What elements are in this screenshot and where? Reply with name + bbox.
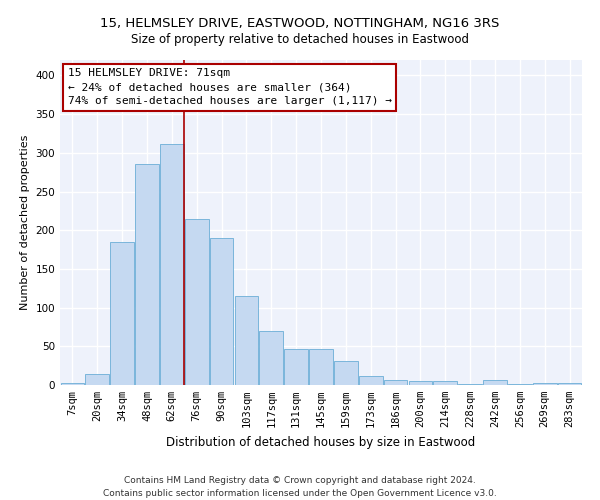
Bar bbox=[433, 381, 457, 385]
Bar bbox=[61, 384, 84, 385]
Text: Size of property relative to detached houses in Eastwood: Size of property relative to detached ho… bbox=[131, 32, 469, 46]
Bar bbox=[135, 164, 159, 385]
Bar bbox=[259, 331, 283, 385]
Bar bbox=[334, 361, 358, 385]
Bar bbox=[309, 350, 333, 385]
Bar bbox=[110, 242, 134, 385]
Bar bbox=[508, 384, 532, 385]
Bar bbox=[210, 238, 233, 385]
Bar bbox=[85, 374, 109, 385]
Bar bbox=[185, 218, 209, 385]
Bar bbox=[384, 380, 407, 385]
Bar bbox=[558, 384, 581, 385]
Bar bbox=[160, 144, 184, 385]
Text: 15, HELMSLEY DRIVE, EASTWOOD, NOTTINGHAM, NG16 3RS: 15, HELMSLEY DRIVE, EASTWOOD, NOTTINGHAM… bbox=[100, 18, 500, 30]
Bar bbox=[533, 382, 557, 385]
X-axis label: Distribution of detached houses by size in Eastwood: Distribution of detached houses by size … bbox=[166, 436, 476, 448]
Bar bbox=[359, 376, 383, 385]
Text: Contains HM Land Registry data © Crown copyright and database right 2024.
Contai: Contains HM Land Registry data © Crown c… bbox=[103, 476, 497, 498]
Y-axis label: Number of detached properties: Number of detached properties bbox=[20, 135, 30, 310]
Bar bbox=[458, 384, 482, 385]
Text: 15 HELMSLEY DRIVE: 71sqm
← 24% of detached houses are smaller (364)
74% of semi-: 15 HELMSLEY DRIVE: 71sqm ← 24% of detach… bbox=[68, 68, 392, 106]
Bar bbox=[284, 350, 308, 385]
Bar bbox=[483, 380, 507, 385]
Bar bbox=[409, 381, 432, 385]
Bar bbox=[235, 296, 258, 385]
